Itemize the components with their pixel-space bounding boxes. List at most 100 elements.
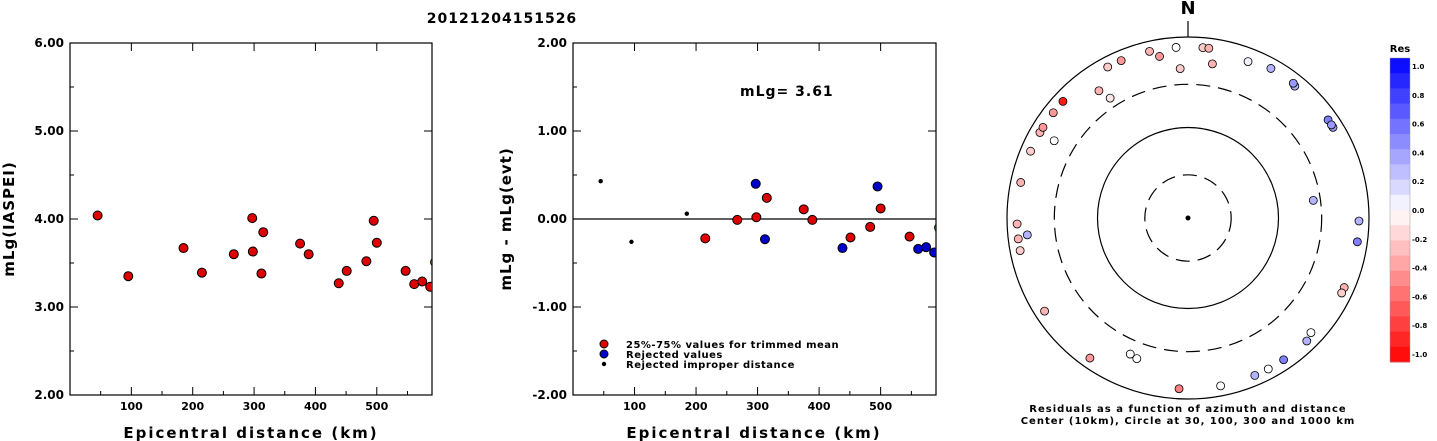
station-residual-point (1288, 78, 1298, 88)
legend: 25%-75% values for trimmed meanRejected … (599, 339, 839, 371)
colorbar-cell (1390, 210, 1410, 226)
x-tick-label: 300 (243, 400, 266, 413)
station-residual-point (1125, 349, 1135, 359)
station-residual-point (1327, 120, 1336, 130)
station-residual-point (1040, 306, 1049, 316)
data-point (178, 243, 189, 254)
data-point (361, 256, 372, 267)
station-residual-point (1174, 384, 1184, 394)
data-point (371, 237, 382, 248)
station-residual-point (1085, 353, 1095, 363)
station-residual-point (1038, 122, 1048, 132)
station-residual-point (1015, 246, 1025, 256)
colorbar-tick-label: 0.4 (1412, 149, 1425, 157)
trimmed-mean-point (934, 223, 936, 232)
colorbar-cell (1390, 58, 1410, 74)
data-point (303, 249, 314, 260)
colorbar-tick-label: 0.2 (1412, 178, 1425, 186)
rejected-distance-point (598, 178, 603, 184)
colorbar-tick-label: 0.0 (1412, 207, 1425, 215)
colorbar-cell (1390, 118, 1410, 135)
station-residual-point (1352, 237, 1362, 247)
range-ring (1006, 36, 1370, 400)
rejected-distance-point (684, 211, 690, 216)
colorbar-cell (1390, 225, 1410, 241)
colorbar-tick-label: -0.2 (1412, 236, 1427, 244)
colorbar-cell (1390, 194, 1410, 211)
station-residual-point (1013, 234, 1023, 244)
trimmed-mean-point (700, 233, 711, 244)
rejected-point (929, 247, 936, 258)
colorbar-cell (1390, 255, 1410, 272)
station-residual-point (1171, 43, 1181, 52)
station-residual-point (1105, 93, 1115, 103)
azimuth-residual-polar-chart: N Residuals as a function of azimuth and… (1006, 0, 1370, 427)
station-residual-point (1216, 381, 1226, 391)
station-residual-point (1250, 371, 1260, 380)
epicenter-marker (1185, 215, 1191, 221)
range-ring (1096, 126, 1280, 310)
trimmed-mean-point (865, 221, 876, 232)
polar-caption-line-2: Center (10km), Circle at 30, 100, 300 an… (1021, 416, 1356, 427)
colorbar-cell (1390, 134, 1410, 150)
legend-label: Rejected values (626, 350, 723, 361)
station-residual-point (1058, 96, 1068, 106)
rejected-point (921, 242, 932, 253)
event-magnitude-annotation: mLg= 3.61 (740, 84, 834, 100)
colorbar-cell (1390, 149, 1410, 165)
legend-marker (599, 349, 609, 359)
colorbar-cell (1390, 316, 1410, 333)
trimmed-mean-point (798, 204, 809, 215)
station-residual-point (1208, 59, 1217, 69)
colorbar-tick-label: 0.8 (1412, 92, 1425, 100)
north-label: N (1180, 0, 1195, 19)
trimmed-mean-point (732, 214, 743, 225)
data-point (341, 265, 352, 276)
y-tick-label: 1.00 (537, 124, 567, 138)
data-point (247, 246, 258, 257)
colorbar-cell (1390, 103, 1410, 120)
trimmed-mean-point (875, 203, 886, 214)
station-residual-point (1204, 43, 1214, 53)
colorbar-cell (1390, 270, 1410, 287)
station-residual-point (1012, 219, 1022, 229)
station-residual-point (1279, 355, 1289, 365)
legend-label: 25%-75% values for trimmed mean (626, 340, 839, 351)
x-axis-label: Epicentral distance (km) (626, 424, 881, 441)
data-point (123, 271, 134, 282)
data-point (258, 227, 269, 238)
residual-vs-distance-chart: 100 200 300 400 500 -2.00 -1.00 0.00 1.00 2.00 mL… (497, 36, 937, 441)
colorbar-cell (1390, 346, 1410, 363)
station-residual-point (1175, 64, 1185, 73)
colorbar-cell (1390, 164, 1410, 181)
x-tick-label: 500 (869, 400, 892, 413)
colorbar-cell (1390, 286, 1410, 302)
station-residual-point (1354, 216, 1364, 226)
x-tick-label: 400 (808, 400, 831, 413)
range-ring (1053, 83, 1323, 353)
rejected-distance-point (629, 239, 634, 245)
station-residual-point (1263, 364, 1273, 374)
y-tick-label: -2.00 (532, 388, 567, 402)
station-residual-point (1337, 288, 1347, 298)
data-point (295, 238, 306, 249)
station-residual-point (1103, 62, 1113, 72)
station-residual-point (1155, 52, 1164, 61)
rejected-point (913, 243, 924, 254)
magnitude-vs-distance-chart: 100 200 300 400 500 2.00 3.00 4.00 5.00 6.00 Epic… (0, 36, 433, 441)
colorbar-title: Res (1390, 44, 1410, 55)
colorbar-tick-label: -0.6 (1412, 293, 1427, 301)
legend-marker (599, 339, 609, 349)
colorbar-cell (1390, 73, 1410, 89)
colorbar-cell (1390, 88, 1410, 105)
colorbar-tick-label: -1.0 (1412, 351, 1427, 359)
data-point (368, 215, 379, 226)
station-residual-point (1016, 178, 1026, 187)
polar-caption-line-1: Residuals as a function of azimuth and d… (1029, 404, 1346, 415)
legend-marker (601, 361, 607, 367)
y-tick-label: 3.00 (34, 300, 64, 314)
station-residual-point (1049, 136, 1059, 146)
data-point (417, 276, 428, 287)
trimmed-mean-point (904, 231, 915, 242)
